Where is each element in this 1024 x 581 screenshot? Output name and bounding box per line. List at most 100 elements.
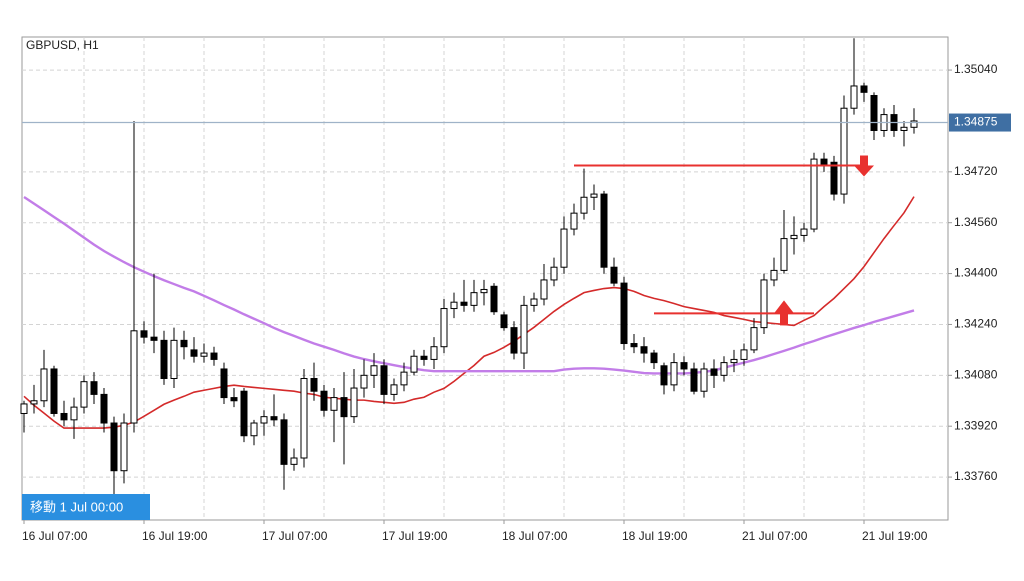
candle-body <box>720 362 728 376</box>
candle-body <box>850 85 858 109</box>
candle-body <box>240 390 248 437</box>
candle-body <box>810 158 818 230</box>
candle-body <box>570 212 578 230</box>
candle-body <box>520 304 528 354</box>
candle-body <box>630 343 638 348</box>
candle-body <box>530 298 538 306</box>
level-arrow <box>854 155 874 177</box>
candle-body <box>450 301 458 310</box>
candle-body <box>440 308 448 348</box>
candle-body <box>300 378 308 459</box>
x-tick-label: 17 Jul 19:00 <box>382 529 448 543</box>
candle-body <box>800 228 808 236</box>
candle-body <box>150 336 158 341</box>
candle-body <box>140 330 148 338</box>
candle-body <box>490 285 498 313</box>
candle-body <box>470 292 478 306</box>
candle-body <box>640 346 648 354</box>
candle-body <box>110 422 118 472</box>
candle-body <box>120 422 128 472</box>
candle-body <box>160 339 168 380</box>
candle-body <box>20 403 28 414</box>
chart-title: GBPUSD, H1 <box>26 38 99 52</box>
candle-body <box>580 196 588 214</box>
candle-body <box>260 416 268 424</box>
x-tick-label: 16 Jul 19:00 <box>142 529 208 543</box>
plot-frame <box>21 36 949 521</box>
candle-body <box>780 238 788 271</box>
candle-body <box>320 390 328 411</box>
candle-body <box>130 330 138 424</box>
corner-label: 移動 1 Jul 00:00 <box>30 499 123 514</box>
y-tick-label: 1.34400 <box>954 266 998 280</box>
candle-body <box>700 368 708 392</box>
candle-body <box>180 339 188 348</box>
x-tick-label: 17 Jul 07:00 <box>262 529 328 543</box>
candle-body <box>50 368 58 414</box>
candle-body <box>680 362 688 370</box>
candle-body <box>900 126 908 131</box>
level-arrow <box>774 300 794 326</box>
candle-body <box>380 365 388 395</box>
candle-body <box>740 349 748 360</box>
candle-body <box>560 228 568 268</box>
candle-body <box>840 107 848 195</box>
candle-body <box>60 412 68 421</box>
candle-body <box>270 416 278 421</box>
last-price-badge <box>949 113 1011 132</box>
candle-body <box>400 371 408 386</box>
candle-body <box>600 193 608 268</box>
candle-body <box>770 269 778 281</box>
candle-body <box>170 339 178 380</box>
candle-body <box>830 161 838 195</box>
moving-average <box>23 195 915 375</box>
candle-body <box>200 352 208 357</box>
x-tick-label: 18 Jul 07:00 <box>502 529 568 543</box>
candle-body <box>910 120 918 128</box>
candle-body <box>340 397 348 418</box>
candle-body <box>360 374 368 389</box>
candle-body <box>220 368 228 399</box>
candle-body <box>370 365 378 376</box>
candle-body <box>540 279 548 300</box>
x-tick-label: 16 Jul 07:00 <box>22 529 88 543</box>
candle-body <box>690 368 698 392</box>
candle-body <box>760 279 768 329</box>
candle-body <box>500 314 508 329</box>
y-tick-label: 1.34240 <box>954 317 998 331</box>
candle-body <box>660 365 668 386</box>
candle-body <box>230 397 238 402</box>
candle-body <box>210 352 218 360</box>
y-tick-label: 1.33920 <box>954 418 998 432</box>
last-price-label: 1.34875 <box>954 115 998 129</box>
candle-body <box>610 266 618 284</box>
candle-body <box>100 393 108 424</box>
candle-body <box>460 301 468 306</box>
candle-body <box>870 95 878 131</box>
candle-body <box>410 355 418 373</box>
corner-badge <box>22 494 150 520</box>
candle-body <box>280 419 288 465</box>
candle-body <box>70 406 78 421</box>
y-tick-label: 1.33760 <box>954 469 998 483</box>
candle-body <box>420 355 428 360</box>
candle-body <box>90 381 98 395</box>
candle-body <box>670 362 678 386</box>
candle-body <box>430 346 438 360</box>
candle-body <box>350 387 358 418</box>
candle-body <box>710 368 718 376</box>
candle-body <box>330 397 338 411</box>
candle-body <box>550 266 558 281</box>
candle-body <box>250 422 258 437</box>
y-tick-label: 1.34080 <box>954 367 998 381</box>
y-tick-label: 1.35040 <box>954 62 998 76</box>
candle-body <box>190 349 198 357</box>
candle-body <box>30 400 38 405</box>
candle-body <box>860 85 868 93</box>
candle-body <box>80 381 88 408</box>
candle-body <box>730 358 738 364</box>
candle-body <box>620 282 628 345</box>
candle-body <box>590 193 598 198</box>
candle-body <box>650 352 658 364</box>
